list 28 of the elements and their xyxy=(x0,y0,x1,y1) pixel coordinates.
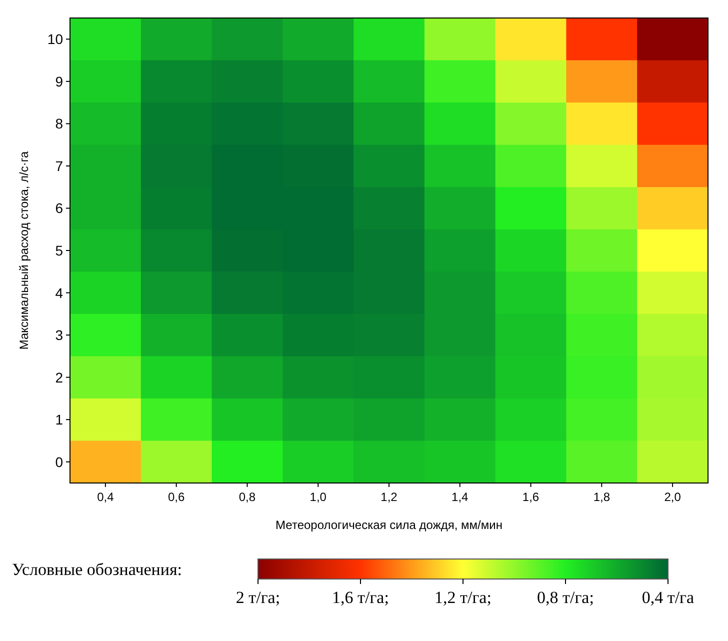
y-tick-label: 0 xyxy=(55,454,64,470)
x-axis-title: Метеорологическая сила дождя, мм/мин xyxy=(276,518,502,532)
x-tick-label: 1,2 xyxy=(380,490,398,504)
y-tick-label: 3 xyxy=(55,327,64,344)
y-tick-label: 7 xyxy=(55,158,64,174)
y-tick-label: 1 xyxy=(55,412,64,428)
x-tick-label: 2,0 xyxy=(664,490,682,504)
y-tick-label: 2 xyxy=(55,369,64,386)
x-tick-label: 0,4 xyxy=(97,490,114,504)
color-bar-label: 0,4 т/га xyxy=(642,588,695,607)
y-tick-label: 4 xyxy=(55,284,64,301)
x-tick-label: 1,4 xyxy=(452,490,469,504)
x-tick-label: 1,8 xyxy=(593,490,610,504)
x-tick-label: 0,8 xyxy=(238,490,256,504)
y-axis-title: Максимальный расход стока, л/с·га xyxy=(17,151,31,350)
legend-title: Условные обозначения: xyxy=(12,560,182,579)
x-tick-label: 1,0 xyxy=(310,490,327,504)
y-tick-label: 6 xyxy=(55,200,64,216)
x-tick-label: 1,6 xyxy=(522,490,540,504)
y-tick-label: 5 xyxy=(55,242,64,258)
y-tick-label: 8 xyxy=(55,116,64,132)
y-tick-label: 9 xyxy=(55,73,64,90)
color-bar-label: 2 т/га; xyxy=(236,588,280,607)
color-bar-label: 1,2 т/га; xyxy=(434,588,492,607)
y-tick-label: 10 xyxy=(47,31,64,48)
color-bar-label: 1,6 т/га; xyxy=(332,588,389,607)
x-tick-label: 0,6 xyxy=(168,490,185,504)
color-bar-label: 0,8 т/га; xyxy=(537,588,594,607)
